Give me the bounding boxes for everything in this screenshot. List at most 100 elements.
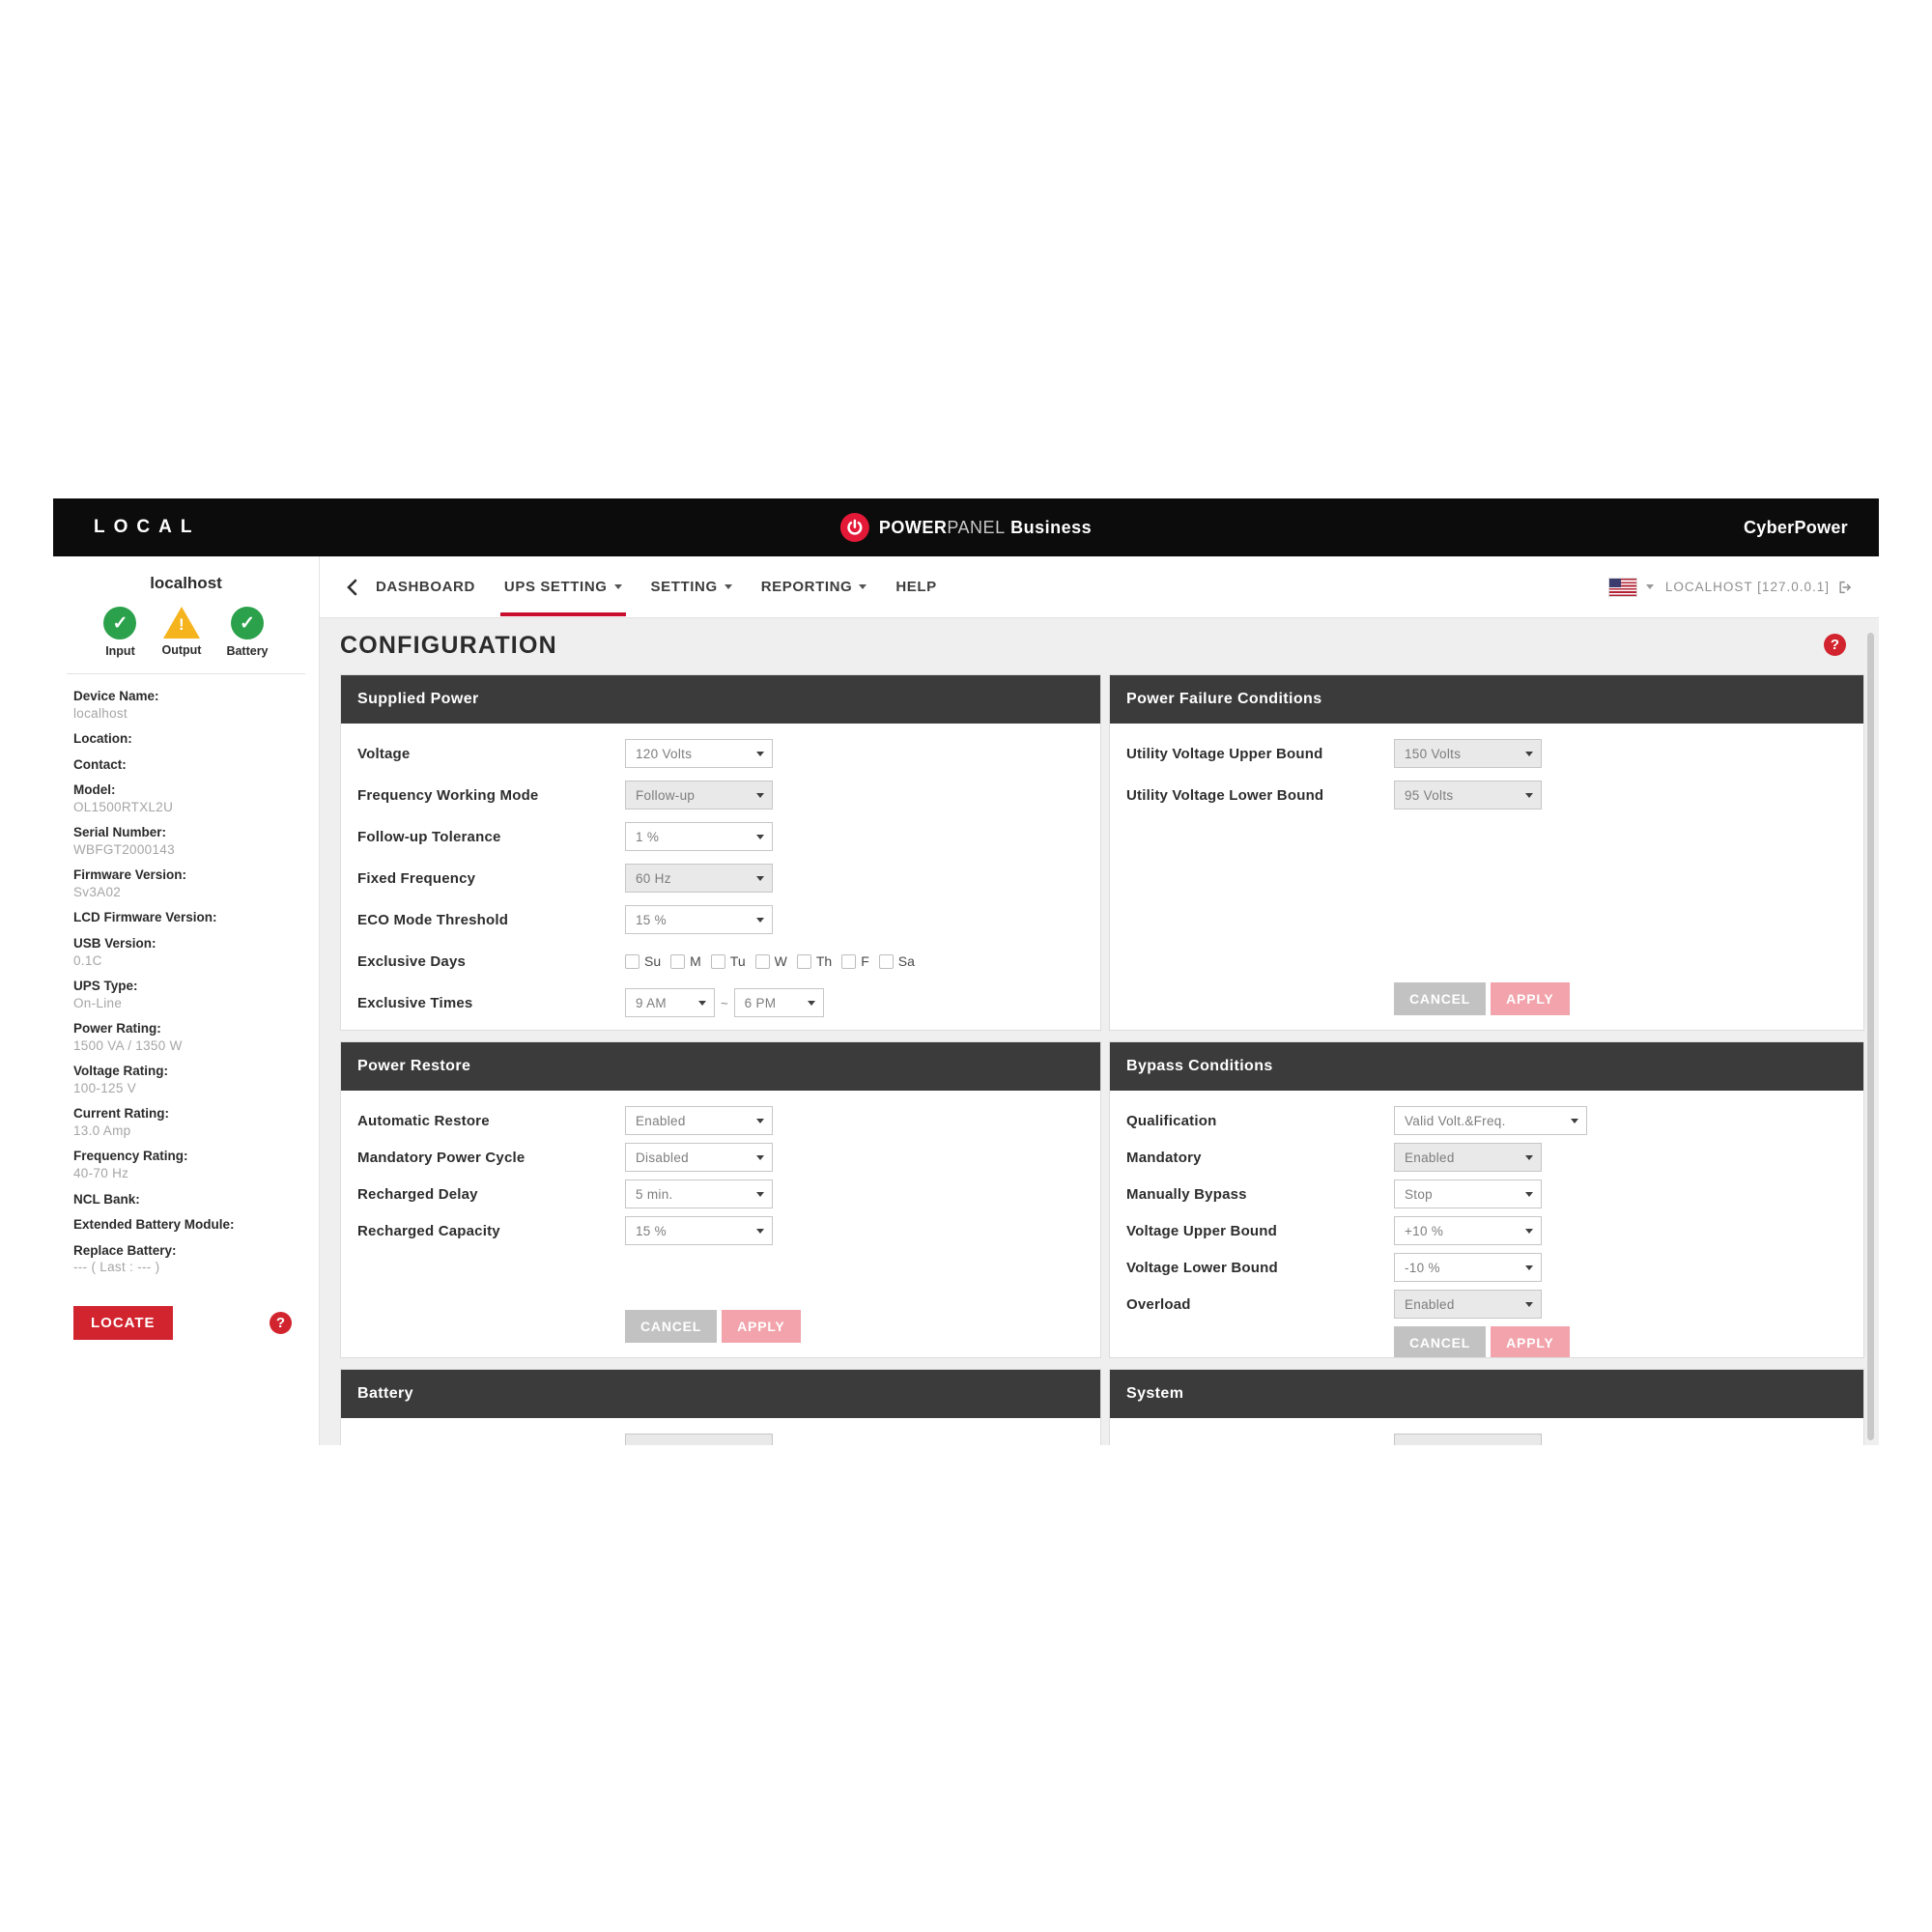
checkbox-m[interactable] xyxy=(670,953,686,969)
status-icons-row: ✓ Input! Output ✓ Battery xyxy=(53,607,319,658)
apply-button[interactable]: APPLY xyxy=(722,1030,800,1031)
field-label: Qualification xyxy=(1126,1112,1217,1129)
checkbox-label: Sa xyxy=(897,953,915,969)
panel-body: Voltage 120 Volts Frequency Working Mode Fo… xyxy=(341,724,1100,1031)
checkbox-th[interactable] xyxy=(796,953,811,969)
powerpanel-app-window: LOCAL POWERPANEL Business CyberPower loc… xyxy=(53,498,1879,1445)
checkbox-sa[interactable] xyxy=(878,953,894,969)
nav-item-reporting[interactable]: REPORTING xyxy=(761,556,867,617)
powerpanel-logo: POWERPANEL Business xyxy=(839,513,1092,542)
select-value: 5 min. xyxy=(636,1186,673,1202)
field-row: Frequency Working Mode Follow-up xyxy=(357,781,1084,810)
info-label: Extended Battery Module: xyxy=(73,1217,235,1233)
info-value: 40-70 Hz xyxy=(73,1166,129,1181)
apply-button[interactable]: APPLY xyxy=(1491,982,1570,1015)
field-label: Voltage xyxy=(357,745,411,762)
panel-grid: Supplied Power Voltage 120 Volts Frequency … xyxy=(340,674,1879,1445)
field-row: Utility Voltage Upper Bound 150 Volts xyxy=(1126,739,1847,768)
select-recharged-delay[interactable]: 5 min. xyxy=(625,1179,773,1208)
select-recharged-capacity[interactable]: 15 % xyxy=(625,1216,773,1245)
nav-item-help[interactable]: HELP xyxy=(895,556,936,617)
chevron-down-icon xyxy=(724,584,732,589)
select-overload[interactable]: Enabled xyxy=(1394,1290,1542,1319)
checkbox-f[interactable] xyxy=(841,953,857,969)
status-input: ✓ Input xyxy=(103,607,137,658)
info-value: 1500 VA / 1350 W xyxy=(73,1037,183,1053)
info-value: On-Line xyxy=(73,995,123,1010)
select-time-from[interactable]: 9 AM xyxy=(625,988,715,1017)
device-sidebar: localhost ✓ Input! Output ✓ Battery Device N… xyxy=(53,556,320,1445)
vertical-scrollbar[interactable] xyxy=(1867,633,1874,1440)
apply-button[interactable]: APPLY xyxy=(1491,1326,1570,1357)
select-mandatory-power-cycle[interactable]: Disabled xyxy=(625,1143,773,1172)
select-qualification[interactable]: Valid Volt.&Freq. xyxy=(1394,1106,1587,1135)
info-label: UPS Type: xyxy=(73,979,138,994)
info-item: Extended Battery Module: xyxy=(73,1216,309,1234)
select-voltage-lower-bound[interactable]: -10 % xyxy=(1394,1253,1542,1282)
field-label: Exclusive Days xyxy=(357,952,467,970)
select-clipped[interactable] xyxy=(625,1434,773,1445)
select-eco-mode-threshold[interactable]: 15 % xyxy=(625,905,773,934)
nav-item-label: HELP xyxy=(895,579,937,595)
logo-panel: PANEL xyxy=(947,517,1006,537)
day-checkbox-group: F xyxy=(841,953,869,969)
us-flag-icon[interactable] xyxy=(1608,578,1636,596)
nav-item-setting[interactable]: SETTING xyxy=(651,556,732,617)
cancel-button[interactable]: CANCEL xyxy=(1394,982,1487,1015)
cancel-button[interactable]: CANCEL xyxy=(625,1030,717,1031)
cancel-button[interactable]: CANCEL xyxy=(1394,1326,1487,1357)
info-item: Location: xyxy=(73,730,309,748)
locate-button[interactable]: LOCATE xyxy=(73,1305,173,1340)
checkbox-tu[interactable] xyxy=(710,953,725,969)
select-fixed-frequency[interactable]: 60 Hz xyxy=(625,864,773,893)
chevron-down-icon xyxy=(613,584,622,589)
back-chevron-icon[interactable] xyxy=(345,579,358,596)
select-time-to[interactable]: 6 PM xyxy=(733,988,824,1017)
field-label: Mandatory Power Cycle xyxy=(357,1149,526,1166)
language-caret-icon[interactable] xyxy=(1645,584,1654,589)
info-item: Voltage Rating: 100-125 V xyxy=(73,1063,309,1096)
select-automatic-restore[interactable]: Enabled xyxy=(625,1106,773,1135)
nav-item-label: UPS SETTING xyxy=(503,579,608,595)
check-circle-icon: ✓ xyxy=(230,607,264,639)
time-separator: ~ xyxy=(721,995,728,1010)
warning-triangle-icon: ! xyxy=(162,607,200,639)
locate-help-icon[interactable]: ? xyxy=(270,1311,292,1334)
select-value: -10 % xyxy=(1405,1260,1440,1275)
checkbox-w[interactable] xyxy=(754,953,770,969)
cancel-button[interactable]: CANCEL xyxy=(625,1310,718,1343)
status-label: Output xyxy=(161,643,202,657)
field-label: Recharged Capacity xyxy=(357,1222,500,1239)
configuration-help-icon[interactable]: ? xyxy=(1824,634,1846,656)
select-value: Enabled xyxy=(1405,1150,1455,1165)
status-battery: ✓ Battery xyxy=(226,607,269,658)
sidebar-divider xyxy=(67,673,305,674)
field-row: Overload Enabled xyxy=(1126,1290,1847,1319)
logo-power: POWER xyxy=(878,517,948,537)
nav-item-dashboard[interactable]: DASHBOARD xyxy=(376,556,475,617)
status-label: Input xyxy=(105,644,135,658)
chevron-down-icon xyxy=(859,584,867,589)
panel-body xyxy=(341,1418,1100,1445)
select-utility-voltage-upper-bound[interactable]: 150 Volts xyxy=(1394,739,1542,768)
logout-icon[interactable] xyxy=(1837,580,1854,595)
select-utility-voltage-lower-bound[interactable]: 95 Volts xyxy=(1394,781,1542,810)
select-clipped[interactable] xyxy=(1394,1434,1542,1445)
info-value: WBFGT2000143 xyxy=(73,841,175,857)
day-checkbox-group: Tu xyxy=(710,953,746,969)
apply-button[interactable]: APPLY xyxy=(722,1310,801,1343)
select-manually-bypass[interactable]: Stop xyxy=(1394,1179,1542,1208)
select-follow-up-tolerance[interactable]: 1 % xyxy=(625,822,773,851)
select-mandatory[interactable]: Enabled xyxy=(1394,1143,1542,1172)
select-voltage[interactable]: 120 Volts xyxy=(625,739,773,768)
panel-buttons: CANCEL APPLY xyxy=(357,1030,1084,1031)
info-value: 0.1C xyxy=(73,952,102,968)
checkbox-su[interactable] xyxy=(625,953,639,969)
select-voltage-upper-bound[interactable]: +10 % xyxy=(1394,1216,1542,1245)
select-value: 15 % xyxy=(636,1223,667,1238)
panel-title: Supplied Power xyxy=(341,675,1100,724)
nav-item-ups-setting[interactable]: UPS SETTING xyxy=(499,556,626,617)
info-value: Sv3A02 xyxy=(73,884,122,899)
select-frequency-working-mode[interactable]: Follow-up xyxy=(625,781,773,810)
